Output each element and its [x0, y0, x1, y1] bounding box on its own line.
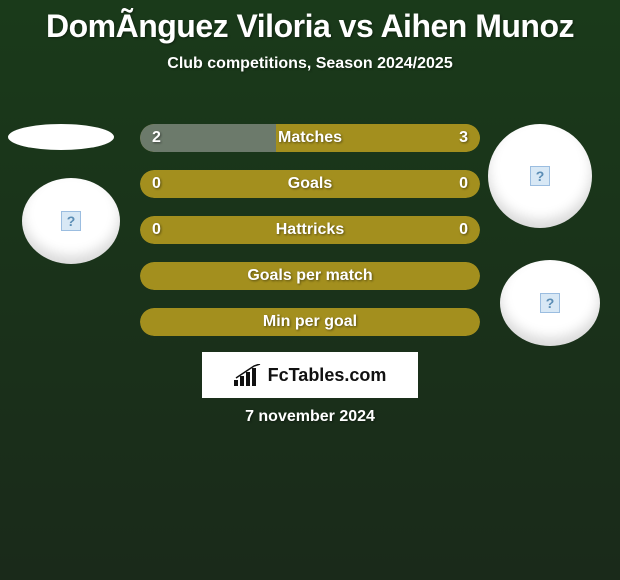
stat-bar: 0 0 Hattricks: [140, 216, 480, 244]
image-placeholder-icon: ?: [540, 293, 560, 313]
stat-left-value: 0: [152, 175, 161, 193]
stat-right-value: 0: [459, 175, 468, 193]
stat-right-value: 3: [459, 129, 468, 147]
stat-label: Min per goal: [263, 313, 357, 331]
stat-label: Hattricks: [276, 221, 344, 239]
image-placeholder-icon: ?: [61, 211, 81, 231]
stat-label: Matches: [278, 129, 342, 147]
subtitle: Club competitions, Season 2024/2025: [0, 55, 620, 73]
watermark: FcTables.com: [202, 352, 418, 398]
stat-bar: Goals per match: [140, 262, 480, 290]
date-text: 7 november 2024: [0, 408, 620, 426]
player-right-avatar: ?: [488, 124, 592, 228]
stat-bar: 2 3 Matches: [140, 124, 480, 152]
fctables-logo-icon: [234, 364, 264, 386]
stat-right-value: 0: [459, 221, 468, 239]
stat-left-value: 2: [152, 129, 161, 147]
stat-label: Goals per match: [247, 267, 372, 285]
stat-label: Goals: [288, 175, 332, 193]
stat-bar: 0 0 Goals: [140, 170, 480, 198]
player-right-crest: ?: [500, 260, 600, 346]
page-title: DomÃ­nguez Viloria vs Aihen Munoz: [0, 0, 620, 45]
stat-bar: Min per goal: [140, 308, 480, 336]
image-placeholder-icon: ?: [530, 166, 550, 186]
player-left-ellipse: [8, 124, 114, 150]
watermark-text: FcTables.com: [268, 365, 387, 386]
stat-bars: 2 3 Matches 0 0 Goals 0 0 Hattricks Goals per mat…: [140, 124, 480, 354]
stat-left-value: 0: [152, 221, 161, 239]
player-left-crest: ?: [22, 178, 120, 264]
